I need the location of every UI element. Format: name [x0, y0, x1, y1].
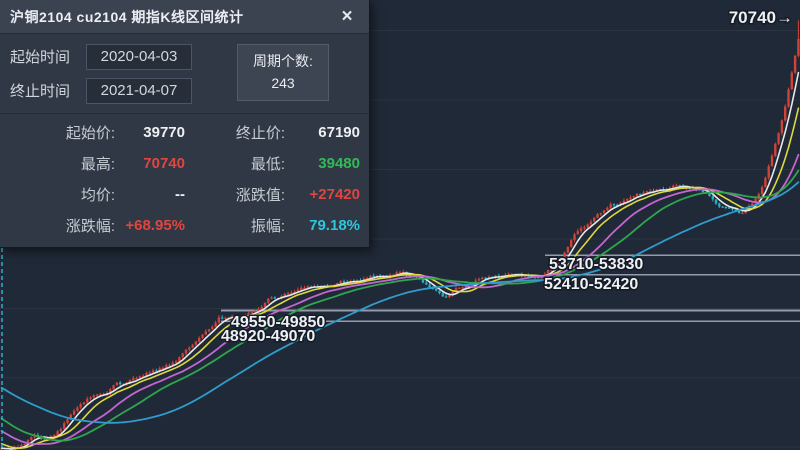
stat-value: 67190 [318, 124, 360, 141]
stat-label: 均价: [80, 187, 115, 204]
end-time-row: 终止时间 2021-04-07 [10, 77, 359, 104]
close-icon[interactable]: × [341, 6, 353, 27]
panel-body: 起始时间 2020-04-03 终止时间 2021-04-07 周期个数: 24… [0, 34, 369, 247]
stat-label: 涨跌幅: [65, 218, 115, 235]
end-date-input[interactable]: 2021-04-07 [86, 77, 192, 104]
stat-value: -- [175, 186, 185, 203]
annotation-labels-layer: 70740→ 53710-53830 52410-52420 49550-498504… [220, 7, 795, 347]
stat-value: 70740 [143, 155, 185, 172]
start-time-label: 起始时间 [10, 49, 71, 66]
period-count-label: 周期个数: [253, 52, 313, 69]
stat-label: 最低: [250, 156, 285, 173]
stat-value: 79.18% [309, 217, 360, 234]
price-annotation: 48920-49070 [221, 328, 315, 345]
period-count-value: 243 [271, 74, 295, 91]
start-time-row: 起始时间 2020-04-03 [10, 43, 359, 70]
panel-titlebar[interactable]: 沪铜2104 cu2104 期指K线区间统计 × [0, 0, 369, 34]
period-count-box: 周期个数: 243 [237, 44, 329, 101]
panel-title: 沪铜2104 cu2104 期指K线区间统计 [10, 8, 244, 25]
stat-value: +27420 [309, 186, 360, 203]
stat-label: 终止价: [235, 125, 285, 142]
ma-line-ma60 [0, 181, 800, 424]
stat-label: 最高: [80, 156, 115, 173]
stat-label: 起始价: [65, 125, 115, 142]
start-date-input[interactable]: 2020-04-03 [86, 43, 192, 70]
stat-value: 39770 [143, 124, 185, 141]
price-level-lines-layer [221, 254, 800, 323]
kline-range-stats-panel: 沪铜2104 cu2104 期指K线区间统计 × 起始时间 2020-04-03… [0, 0, 370, 248]
ma-line-ma30 [0, 169, 800, 442]
stat-label: 振幅: [250, 218, 285, 235]
ma-line-ma5 [0, 71, 800, 450]
price-annotation: 49550-49850 [231, 314, 325, 331]
stat-value: 39480 [318, 155, 360, 172]
price-annotation: 52410-52420 [544, 276, 638, 293]
stat-value: +68.95% [125, 217, 185, 234]
ma-line-ma20 [0, 153, 800, 445]
price-annotation: 53710-53830 [549, 256, 643, 273]
end-time-label: 终止时间 [10, 83, 71, 100]
panel-separator [0, 113, 369, 114]
price-annotation: 70740→ [729, 8, 793, 27]
ma-lines-layer [0, 71, 800, 450]
ma-line-ma10 [0, 107, 800, 449]
stats-grid: 起始价: 39770 终止价: 67190 最高: 70740 最低: 39480 均价: -- 涨… [10, 117, 360, 241]
stat-label: 涨跌值: [235, 187, 285, 204]
